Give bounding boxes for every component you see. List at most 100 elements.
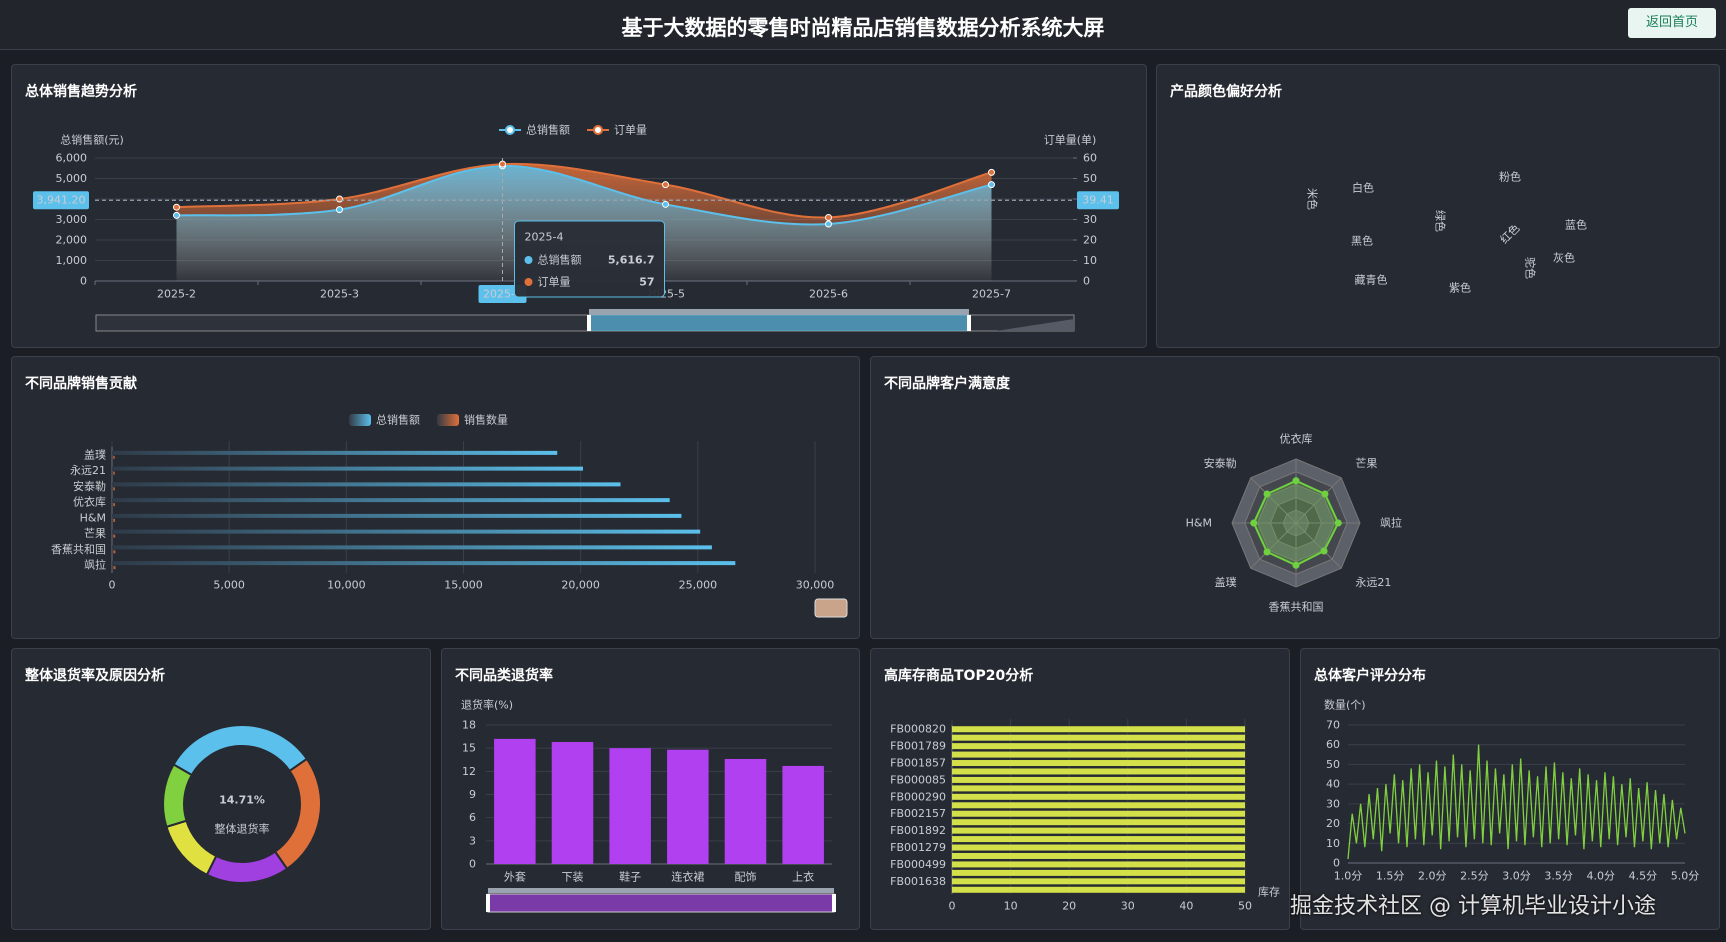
bar [112,550,116,554]
panel-title: 总体销售趋势分析 [25,84,137,100]
bar [112,561,736,566]
y-tick-label: 50 [1326,758,1340,771]
indicator-label: H&M [1186,517,1212,530]
y-tick-label: 永远21 [70,463,106,477]
bar [112,498,670,503]
legend-label: 销售数量 [464,413,508,427]
y-tick-label: FB000085 [890,773,946,786]
data-point [173,203,180,211]
indicator-label: 盖璞 [1215,575,1237,589]
tooltip-name: 总销售额 [538,253,582,267]
y-tick-label: 6,000 [56,152,88,165]
tooltip-title: 2025-4 [525,231,564,244]
y-tick-label: 5,000 [56,172,88,185]
legend-label: 总销售额 [376,413,420,427]
x-tick-label: 50 [1238,900,1252,913]
bar [609,748,651,864]
panel: 不同品牌销售贡献 0 5,000 10,000 15,000 20,000 25,000 30… [11,356,860,639]
bar [952,810,1245,817]
x-tick-label: 4.0分 [1587,870,1616,883]
radar-point [1292,477,1300,485]
y-tick-label: 0 [469,858,476,871]
y-tick-label: 9 [469,788,476,801]
x-tick-label: 2.0分 [1418,870,1447,883]
radar-point [1321,490,1329,498]
header: 基于大数据的零售时尚精品店销售数据分析系统大屏 返回首页 [0,0,1726,50]
y-tick-label: 香蕉共和国 [51,543,106,556]
y2-tick-label: 50 [1083,172,1097,185]
y-tick-label: 0 [1333,857,1340,870]
tooltip-name: 订单量 [538,276,571,289]
bar [952,776,1245,783]
y-tick-label: FB001638 [890,875,946,888]
indicator-label: 安泰勒 [1204,456,1237,470]
word: 绿色 [1434,210,1448,232]
home-button[interactable]: 返回首页 [1628,8,1716,38]
x-tick-label: 20,000 [561,579,600,592]
panel-title: 总体客户评分分布 [1314,668,1426,684]
x-axis-title: 库存 [1258,885,1280,899]
legend-label: 总销售额 [526,123,570,137]
data-point [173,211,180,219]
pie-slice [162,763,194,829]
radar-axis [1250,477,1297,524]
panel: 不同品牌客户满意度 优衣库 芒果 飒拉 永远21 香蕉共和国 盖璞 H&M 安泰勒 [870,356,1720,639]
panel-title: 产品颜色偏好分析 [1170,84,1282,100]
bar [952,861,1245,868]
bar [952,743,1245,750]
radar-point [1292,561,1300,569]
y-tick-label: 0 [80,275,87,288]
y-tick-label: FB000499 [890,858,946,871]
x-tick-label: 0 [949,900,956,913]
y-tick-label: 30 [1326,797,1340,810]
x-tick-label: 10,000 [327,579,366,592]
legend-icon [437,414,459,426]
panel-title: 不同品类退货率 [455,668,553,684]
bar [952,844,1245,851]
bar [952,827,1245,834]
word: 藏青色 [1355,273,1388,287]
bar [112,450,558,455]
y-tick-label: 1,000 [56,254,88,267]
bar [112,529,701,534]
bar [952,785,1245,792]
y2-axis-title: 订单量(单) [1044,134,1097,147]
y-tick-label: FB000290 [890,790,946,803]
average-label-box [1077,191,1119,210]
zoom-handle [832,894,836,912]
bar [952,836,1245,843]
tooltip [514,220,665,298]
data-point [499,160,506,168]
bar [551,741,594,864]
bar [952,734,1245,741]
center-text: 整体退货率 [215,822,270,836]
zoom-handle [486,894,490,912]
x-tick-label: 外套 [504,871,526,884]
y-tick-label: 18 [462,719,476,732]
x-tick-label: 2.5分 [1460,870,1489,883]
tooltip-value: 5,616.7 [608,254,655,267]
bar [952,751,1245,758]
word: 灰色 [1553,251,1575,265]
pie-slice [205,850,289,884]
zoom-handle [587,315,591,331]
y-tick-label: 安泰勒 [73,479,106,493]
x-tick-label: 10 [1004,900,1018,913]
y-tick-label: 60 [1326,738,1340,751]
series-line [176,164,992,226]
y-tick-label: 芒果 [84,527,106,540]
x-tick-label: 2025-2 [157,288,196,301]
legend-icon [349,414,371,426]
data-point [825,220,832,228]
y2-tick-label: 10 [1083,254,1097,267]
panel: 整体退货率及原因分析 14.71% 整体退货率 [11,648,431,930]
y-tick-label: 20 [1326,817,1340,830]
chart: 0 3 6 9 12 15 18 退货率(%) 外套 下装 鞋子 连衣裙 配饰 上衣 [461,698,836,913]
panel-title: 不同品牌销售贡献 [25,376,137,392]
word: 蓝色 [1565,218,1587,232]
word: 紫色 [1449,281,1471,295]
x-tick-label: 3.0分 [1502,870,1531,883]
center-value: 14.71% [219,794,265,807]
